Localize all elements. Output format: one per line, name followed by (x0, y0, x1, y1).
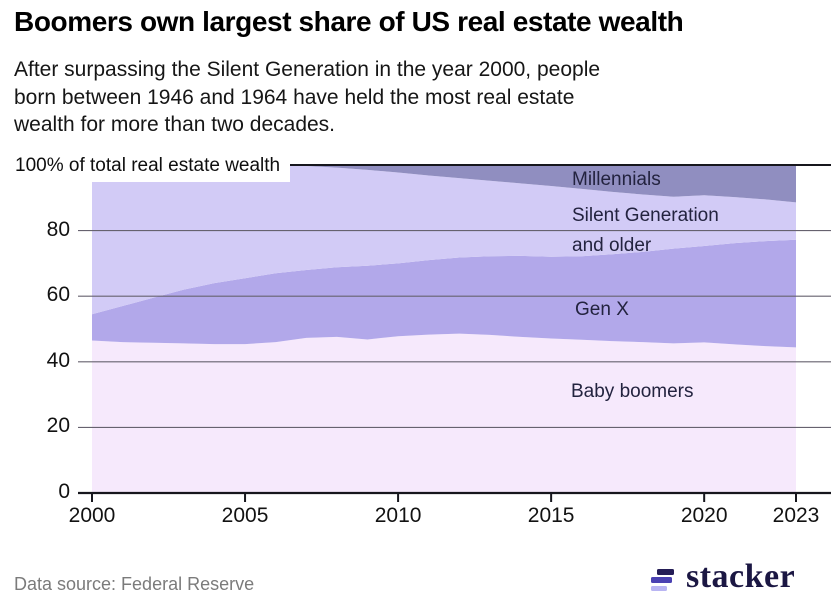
x-tick-label-2015: 2015 (527, 504, 575, 527)
y-tick-label-0: 0 (58, 480, 70, 503)
area-gen-x (92, 239, 796, 348)
logo-bar-bottom (651, 585, 667, 591)
page-subtitle: After surpassing the Silent Generation i… (14, 56, 824, 139)
stacked-area-chart (78, 164, 831, 502)
y-axis-annotation: 100% of total real estate wealth (10, 152, 291, 182)
y-tick-label-60: 60 (46, 283, 70, 307)
x-tick-label-2020: 2020 (680, 504, 728, 527)
y-tick-label-40: 40 (46, 348, 70, 372)
x-tick-label-2005: 2005 (221, 504, 269, 527)
data-source: Data source: Federal Reserve (14, 574, 255, 594)
x-tick-label-2023: 2023 (772, 504, 820, 527)
subtitle-line-1: After surpassing the Silent Generation i… (14, 58, 601, 81)
area-baby-boomers (92, 333, 796, 493)
y-tick-label-20: 20 (46, 414, 70, 438)
subtitle-line-2: born between 1946 and 1964 have held the… (14, 85, 575, 109)
area-silent-generation-and-older (92, 165, 796, 315)
series-label-gen-x: Gen X (575, 299, 629, 320)
series-label-millennials: Millennials (572, 169, 661, 190)
series-label-silent-generation: Silent Generation and older (572, 205, 719, 256)
stacker-logo: stacker (651, 558, 821, 605)
area-millennials (92, 165, 796, 203)
x-tick-label-2010: 2010 (374, 504, 422, 527)
page-title: Boomers own largest share of US real est… (14, 6, 684, 37)
stacker-bars-icon (651, 569, 674, 599)
stacker-wordmark: stacker (686, 558, 796, 595)
series-label-baby-boomers: Baby boomers (571, 381, 694, 402)
y-tick-label-80: 80 (46, 217, 70, 241)
x-tick-label-2000: 2000 (68, 504, 116, 527)
subtitle-line-3: wealth for more than two decades. (14, 113, 336, 136)
logo-bar-middle (651, 577, 672, 583)
logo-bar-top (657, 569, 674, 575)
